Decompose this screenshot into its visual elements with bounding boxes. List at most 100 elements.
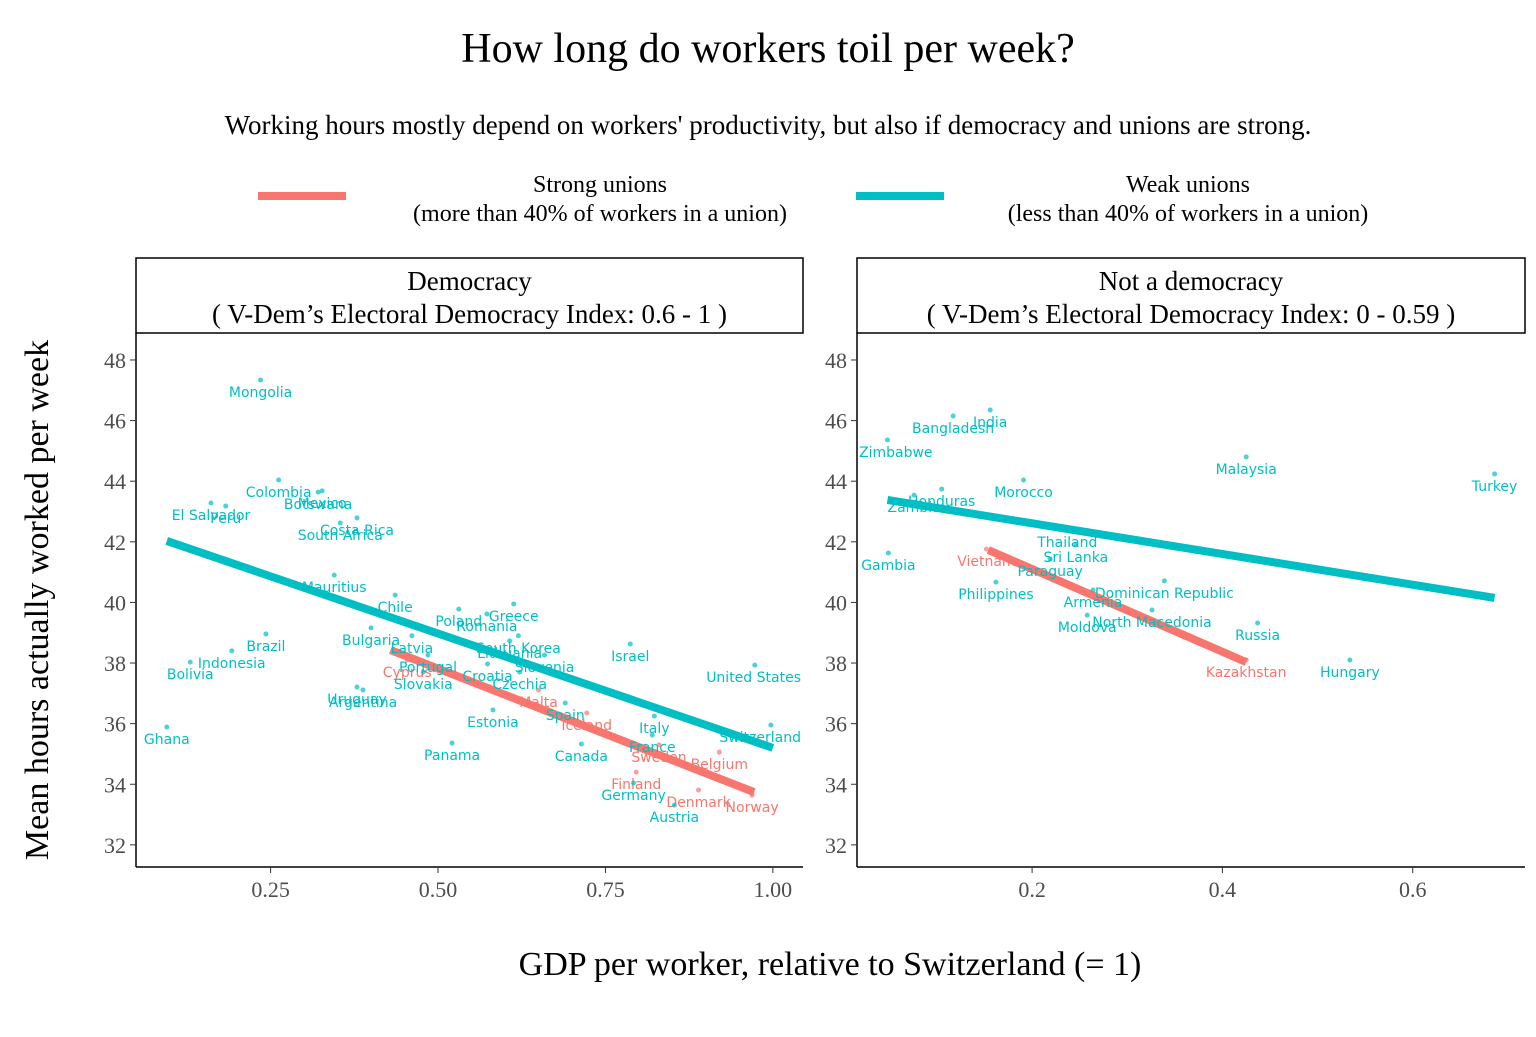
- point: [456, 606, 462, 612]
- point: [911, 492, 917, 498]
- point-label: United States: [706, 670, 801, 686]
- y-tick-label: 32: [825, 833, 847, 858]
- point-label: North Macedonia: [1092, 615, 1211, 631]
- point: [1243, 454, 1249, 460]
- y-tick-label: 40: [104, 590, 126, 615]
- point-label: Estonia: [467, 715, 519, 731]
- point-label: Uruguay: [327, 692, 387, 708]
- point-label: Malta: [519, 695, 558, 711]
- point-label: France: [629, 740, 676, 756]
- point: [409, 633, 415, 639]
- point: [517, 669, 523, 675]
- point-label: Gambia: [861, 558, 915, 574]
- point: [885, 550, 891, 556]
- y-tick-label: 32: [104, 833, 126, 858]
- point-label: Iceland: [561, 718, 612, 734]
- point: [649, 732, 655, 738]
- point-label: Belgium: [691, 757, 748, 773]
- point: [511, 601, 517, 607]
- point: [1073, 542, 1079, 548]
- point-label: Greece: [489, 609, 539, 625]
- point-label: Panama: [424, 748, 480, 764]
- fit-line: [389, 646, 756, 796]
- point: [392, 592, 398, 598]
- point-label: Israel: [611, 649, 649, 665]
- point-label: South Africa: [298, 528, 383, 544]
- y-tick-label: 36: [104, 712, 126, 737]
- point: [656, 742, 662, 748]
- point: [404, 657, 410, 663]
- panel-subtitle: ( V-Dem’s Electoral Democracy Index: 0 -…: [927, 299, 1456, 329]
- point-label: Hungary: [1320, 665, 1380, 681]
- point: [950, 413, 956, 419]
- point: [542, 652, 548, 658]
- point-label: Germany: [601, 788, 665, 804]
- y-tick-label: 40: [825, 590, 847, 615]
- point-label: Mongolia: [229, 385, 292, 401]
- strip: [856, 257, 1526, 334]
- y-axis-label: Mean hours actually worked per week: [19, 340, 56, 860]
- point-label: El Salvador: [172, 508, 251, 524]
- point-label: Italy: [639, 721, 669, 737]
- point: [651, 713, 657, 719]
- point: [337, 520, 343, 526]
- point-label: Romania: [456, 619, 517, 635]
- y-tick-label: 48: [825, 348, 847, 373]
- point-label: Ghana: [144, 732, 190, 748]
- point-label: Portugal: [399, 660, 457, 676]
- point-label: South Korea: [476, 641, 561, 657]
- legend-label: Strong unions: [533, 172, 667, 198]
- point-label: Canada: [555, 749, 608, 765]
- chart-subtitle: Working hours mostly depend on workers' …: [225, 110, 1312, 140]
- x-tick-label: 0.25: [251, 877, 290, 902]
- point: [354, 684, 360, 690]
- panel-subtitle: ( V-Dem’s Electoral Democracy Index: 0.6…: [212, 299, 727, 329]
- y-tick-label: 36: [825, 712, 847, 737]
- point: [223, 503, 229, 509]
- point-label: Slovenia: [515, 660, 575, 676]
- point-label: Kazakhstan: [1206, 665, 1287, 681]
- point: [1492, 471, 1498, 477]
- point-label: Morocco: [994, 485, 1053, 501]
- point-label: Finland: [611, 777, 661, 793]
- point: [1090, 587, 1096, 593]
- point-label: Mauritius: [302, 580, 367, 596]
- legend-label: Weak unions: [1126, 172, 1250, 198]
- point-label: Latvia: [391, 641, 434, 657]
- point-label: Spain: [546, 708, 585, 724]
- point-label: Czechia: [492, 677, 547, 693]
- point: [360, 687, 366, 693]
- point: [1021, 477, 1027, 483]
- point: [939, 486, 945, 492]
- point: [1347, 657, 1353, 663]
- point-label: Peru: [210, 511, 241, 527]
- point: [987, 407, 993, 413]
- point-label: Bangladesh: [912, 421, 994, 437]
- y-tick-label: 44: [825, 469, 847, 494]
- point: [420, 669, 426, 675]
- point-label: Russia: [1235, 628, 1280, 644]
- point-label: Honduras: [908, 494, 975, 510]
- point-label: Lithuania: [477, 646, 542, 662]
- point-label: Thailand: [1036, 535, 1097, 551]
- legend-description: (more than 40% of workers in a union): [413, 201, 787, 227]
- point-label: Armenia: [1064, 595, 1123, 611]
- y-tick-label: 42: [825, 530, 847, 555]
- legend-description: (less than 40% of workers in a union): [1008, 201, 1369, 227]
- point: [1161, 578, 1167, 584]
- point-label: Costa Rica: [320, 523, 394, 539]
- y-tick-label: 48: [104, 348, 126, 373]
- point: [449, 740, 455, 746]
- point-label: Zambia: [888, 500, 941, 516]
- panel-title: Democracy: [407, 266, 532, 296]
- point: [208, 500, 214, 506]
- point-label: Turkey: [1471, 479, 1518, 495]
- point-label: Philippines: [958, 587, 1033, 603]
- point: [425, 652, 431, 658]
- point: [633, 769, 639, 775]
- point: [562, 700, 568, 706]
- point: [578, 741, 584, 747]
- point: [584, 710, 590, 716]
- point: [315, 489, 321, 495]
